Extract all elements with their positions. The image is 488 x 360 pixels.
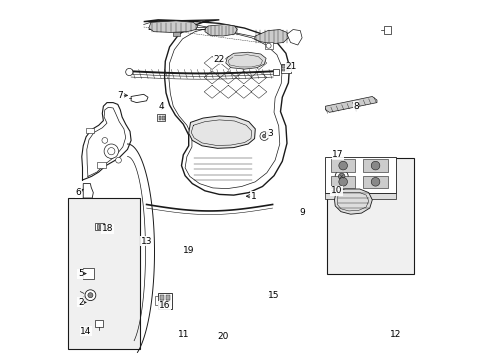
Bar xyxy=(97,162,106,168)
Bar xyxy=(330,159,355,172)
Polygon shape xyxy=(131,94,148,103)
Circle shape xyxy=(262,134,265,138)
Circle shape xyxy=(335,170,347,183)
Text: 18: 18 xyxy=(102,224,113,233)
Text: 4: 4 xyxy=(159,102,164,111)
Text: 19: 19 xyxy=(183,246,194,255)
Bar xyxy=(96,224,99,229)
Bar xyxy=(363,176,387,188)
Bar xyxy=(159,301,163,306)
Text: 1: 1 xyxy=(250,192,256,201)
Bar xyxy=(326,158,413,274)
Circle shape xyxy=(265,43,270,48)
Text: 13: 13 xyxy=(141,237,152,246)
Text: 9: 9 xyxy=(299,208,305,217)
Bar xyxy=(100,224,103,229)
Circle shape xyxy=(115,157,121,163)
Polygon shape xyxy=(334,189,371,214)
Text: 16: 16 xyxy=(159,302,170,310)
Polygon shape xyxy=(83,184,93,198)
Circle shape xyxy=(370,161,379,170)
Circle shape xyxy=(102,138,107,143)
Circle shape xyxy=(104,144,118,158)
Bar xyxy=(363,159,387,172)
Circle shape xyxy=(88,293,93,298)
Bar xyxy=(158,293,171,309)
Polygon shape xyxy=(325,96,376,112)
Text: 6: 6 xyxy=(75,188,81,197)
Bar xyxy=(285,69,288,71)
Bar xyxy=(264,42,272,49)
Circle shape xyxy=(85,290,96,301)
Text: 17: 17 xyxy=(332,150,343,159)
Bar xyxy=(330,176,355,188)
Text: 20: 20 xyxy=(217,332,228,341)
Text: 22: 22 xyxy=(213,55,224,64)
Bar xyxy=(159,295,163,300)
Text: 2: 2 xyxy=(78,298,83,307)
Bar xyxy=(281,69,284,71)
Circle shape xyxy=(125,68,133,76)
Circle shape xyxy=(338,161,347,170)
Text: 14: 14 xyxy=(80,327,92,336)
Bar xyxy=(325,193,395,199)
Bar xyxy=(162,116,164,120)
Text: 15: 15 xyxy=(267,291,279,300)
Text: 7: 7 xyxy=(117,91,123,100)
Bar xyxy=(68,198,140,349)
Polygon shape xyxy=(286,30,302,45)
Polygon shape xyxy=(204,24,237,36)
Bar xyxy=(285,65,288,68)
Text: 8: 8 xyxy=(352,102,358,111)
Bar xyxy=(281,65,284,68)
Bar xyxy=(95,320,103,327)
Bar xyxy=(325,157,395,193)
Polygon shape xyxy=(83,268,94,279)
Circle shape xyxy=(338,177,347,186)
Polygon shape xyxy=(148,21,197,32)
Text: 10: 10 xyxy=(330,186,341,195)
Text: 12: 12 xyxy=(389,330,401,339)
Bar xyxy=(165,301,170,306)
Circle shape xyxy=(107,148,115,155)
Polygon shape xyxy=(143,20,289,195)
Bar xyxy=(272,69,279,75)
Circle shape xyxy=(370,177,379,186)
Bar xyxy=(95,223,104,230)
Bar xyxy=(159,116,161,120)
Bar xyxy=(280,64,290,73)
Text: 21: 21 xyxy=(285,62,296,71)
Bar xyxy=(384,26,390,34)
Circle shape xyxy=(338,173,344,180)
Bar xyxy=(173,32,179,36)
Bar xyxy=(157,114,165,121)
Polygon shape xyxy=(188,116,255,148)
Text: 11: 11 xyxy=(177,330,189,339)
Text: 3: 3 xyxy=(266,129,272,138)
Bar xyxy=(165,295,170,300)
Bar xyxy=(155,296,158,305)
Polygon shape xyxy=(254,30,288,44)
Text: 5: 5 xyxy=(78,269,83,278)
Polygon shape xyxy=(225,52,265,69)
Circle shape xyxy=(260,132,268,140)
Bar xyxy=(86,128,94,133)
